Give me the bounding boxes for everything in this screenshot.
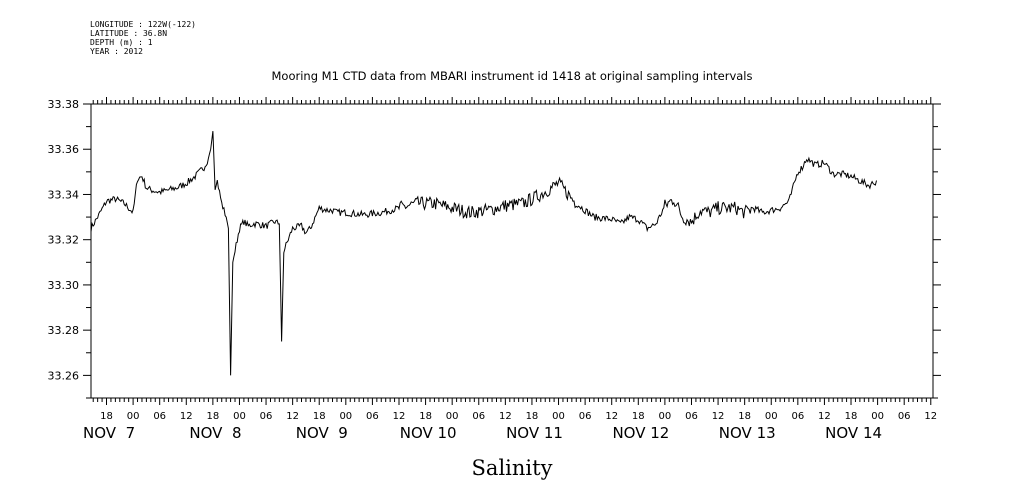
x-hour-label: 18 bbox=[100, 411, 113, 422]
x-day-label: NOV 13 bbox=[719, 424, 776, 442]
x-hour-label: 06 bbox=[366, 411, 379, 422]
x-hour-label: 06 bbox=[791, 411, 804, 422]
x-hour-label: 18 bbox=[738, 411, 751, 422]
plot-frame bbox=[90, 103, 934, 399]
depth-label: DEPTH (m) : 1 bbox=[90, 38, 153, 47]
chart-title: Mooring M1 CTD data from MBARI instrumen… bbox=[272, 69, 753, 83]
y-tick-label: 33.30 bbox=[48, 279, 80, 292]
x-day-label: NOV 14 bbox=[825, 424, 882, 442]
x-hour-label: 00 bbox=[659, 411, 672, 422]
x-hour-label: 12 bbox=[924, 411, 937, 422]
y-tick-label: 33.36 bbox=[48, 143, 80, 156]
x-hour-label: 00 bbox=[552, 411, 565, 422]
y-tick-label: 33.38 bbox=[48, 98, 80, 111]
mooring-metadata: LONGITUDE : 122W(-122) LATITUDE : 36.8N … bbox=[90, 20, 196, 56]
x-hour-label: 18 bbox=[632, 411, 645, 422]
axis-ticks bbox=[83, 97, 941, 405]
x-day-label: NOV 9 bbox=[296, 424, 348, 442]
y-axis-labels: 33.26 33.28 33.30 33.32 33.34 33.36 33.38 bbox=[48, 98, 80, 382]
x-hour-label: 00 bbox=[446, 411, 459, 422]
x-day-label: NOV 11 bbox=[506, 424, 563, 442]
x-hour-label: 00 bbox=[871, 411, 884, 422]
x-hour-label: 06 bbox=[153, 411, 166, 422]
x-hour-label: 06 bbox=[579, 411, 592, 422]
x-hour-label: 00 bbox=[765, 411, 778, 422]
x-hour-label: 00 bbox=[339, 411, 352, 422]
latitude-label: LATITUDE : 36.8N bbox=[90, 29, 168, 38]
x-day-label: NOV 12 bbox=[612, 424, 669, 442]
y-tick-label: 33.34 bbox=[48, 188, 80, 201]
x-day-label: NOV 10 bbox=[400, 424, 457, 442]
x-axis-title: Salinity bbox=[472, 456, 553, 480]
x-hour-label: 18 bbox=[313, 411, 326, 422]
year-label: YEAR : 2012 bbox=[90, 47, 143, 56]
x-hour-label: 18 bbox=[845, 411, 858, 422]
x-hour-label: 18 bbox=[207, 411, 220, 422]
salinity-series-line bbox=[90, 131, 877, 376]
x-hour-label: 12 bbox=[605, 411, 618, 422]
x-hour-label: 06 bbox=[472, 411, 485, 422]
x-hour-label: 18 bbox=[526, 411, 539, 422]
x-hour-label: 00 bbox=[233, 411, 246, 422]
x-hour-label: 12 bbox=[499, 411, 512, 422]
y-tick-label: 33.32 bbox=[48, 234, 80, 247]
x-hour-label: 12 bbox=[286, 411, 299, 422]
x-hour-label: 06 bbox=[260, 411, 273, 422]
y-tick-label: 33.26 bbox=[48, 369, 80, 382]
x-day-label: NOV 8 bbox=[189, 424, 241, 442]
longitude-label: LONGITUDE : 122W(-122) bbox=[90, 20, 196, 29]
x-axis-labels: 18 00 06 12 18 00 06 12 18 00 06 12 18 00 06 12 18 00 06 12… bbox=[83, 411, 937, 442]
x-hour-label: 12 bbox=[712, 411, 725, 422]
x-hour-label: 12 bbox=[393, 411, 406, 422]
x-hour-label: 00 bbox=[127, 411, 140, 422]
x-day-label: NOV 7 bbox=[83, 424, 135, 442]
y-tick-label: 33.28 bbox=[48, 324, 80, 337]
x-hour-label: 12 bbox=[180, 411, 193, 422]
x-hour-label: 12 bbox=[818, 411, 831, 422]
x-hour-label: 06 bbox=[898, 411, 911, 422]
x-hour-label: 06 bbox=[685, 411, 698, 422]
x-hour-label: 18 bbox=[419, 411, 432, 422]
